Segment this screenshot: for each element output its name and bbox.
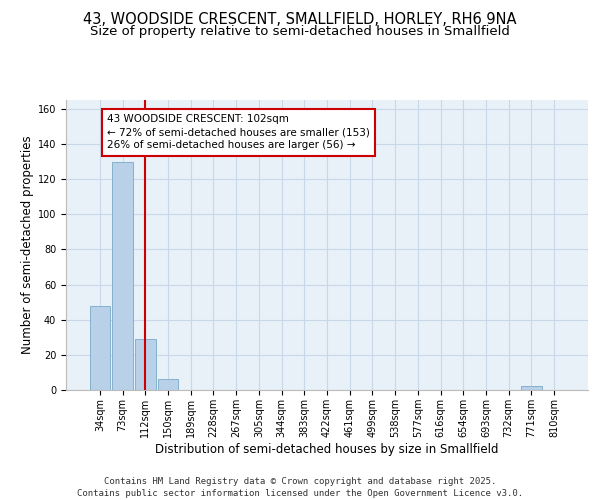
Bar [135,339,155,390]
Text: 43, WOODSIDE CRESCENT, SMALLFIELD, HORLEY, RH6 9NA: 43, WOODSIDE CRESCENT, SMALLFIELD, HORLE… [83,12,517,28]
Y-axis label: Number of semi-detached properties: Number of semi-detached properties [20,136,34,354]
Text: Size of property relative to semi-detached houses in Smallfield: Size of property relative to semi-detach… [90,25,510,38]
Text: 43 WOODSIDE CRESCENT: 102sqm
← 72% of semi-detached houses are smaller (153)
26%: 43 WOODSIDE CRESCENT: 102sqm ← 72% of se… [107,114,370,150]
Text: Contains HM Land Registry data © Crown copyright and database right 2025.
Contai: Contains HM Land Registry data © Crown c… [77,476,523,498]
Bar [158,380,178,390]
Bar [90,306,110,390]
X-axis label: Distribution of semi-detached houses by size in Smallfield: Distribution of semi-detached houses by … [155,442,499,456]
Bar [112,162,133,390]
Bar [521,386,542,390]
